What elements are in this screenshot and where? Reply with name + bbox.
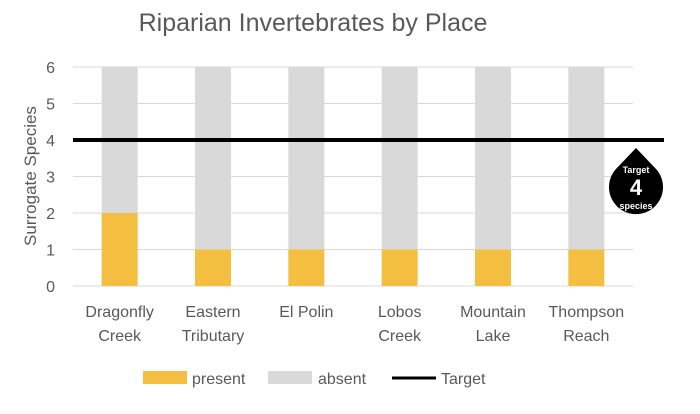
- legend-label-target: Target: [441, 371, 486, 388]
- bar-present: [381, 249, 418, 286]
- target-badge-unit: species: [619, 201, 652, 211]
- y-tick-label: 1: [46, 243, 55, 260]
- bar-present: [101, 213, 138, 286]
- gridlines: [73, 66, 633, 287]
- x-tick-label: Creek: [378, 328, 422, 345]
- y-tick-label: 6: [46, 60, 55, 77]
- chart-title: Riparian Invertebrates by Place: [139, 9, 488, 37]
- target-badge: Target 4 species: [609, 148, 663, 215]
- x-tick-label: Thompson: [549, 304, 625, 321]
- y-tick-label: 4: [46, 133, 55, 150]
- y-tick-label: 5: [46, 97, 55, 114]
- legend-swatch-present: [143, 371, 187, 384]
- y-tick-labels: 0 1 2 3 4 5 6: [46, 60, 55, 296]
- x-tick-label: Dragonfly: [85, 304, 153, 321]
- x-tick-label: Creek: [98, 328, 142, 345]
- x-tick-label: Tributary: [182, 328, 245, 345]
- x-tick-label: El Polin: [279, 304, 333, 321]
- legend-label-absent: absent: [318, 371, 367, 388]
- x-tick-label: Lobos: [378, 304, 422, 321]
- target-badge-label: Target: [623, 165, 650, 175]
- y-tick-label: 3: [46, 170, 55, 187]
- legend-swatch-absent: [268, 371, 312, 384]
- x-tick-labels: Dragonfly Creek Eastern Tributary El Polin Lo…: [85, 304, 624, 345]
- bar-absent: [381, 67, 418, 250]
- x-tick-label: Reach: [563, 328, 609, 345]
- x-tick-label: Mountain: [460, 304, 526, 321]
- bar-absent: [288, 67, 325, 250]
- x-tick-label: Lake: [476, 328, 511, 345]
- x-tick-label: Eastern: [185, 304, 240, 321]
- bar-present: [475, 249, 511, 286]
- bar-present: [195, 249, 231, 286]
- y-tick-label: 2: [46, 206, 55, 223]
- bar-absent: [195, 67, 231, 250]
- bar-present: [288, 249, 325, 286]
- bar-absent: [568, 67, 605, 250]
- target-badge-drop: [609, 148, 663, 215]
- legend: present absent Target: [143, 371, 486, 388]
- bar-present: [568, 249, 605, 286]
- legend-label-present: present: [192, 371, 246, 388]
- y-tick-label: 0: [46, 279, 55, 296]
- bar-absent: [475, 67, 511, 250]
- target-badge-value: 4: [630, 175, 643, 200]
- y-axis-label: Surrogate Species: [21, 106, 40, 246]
